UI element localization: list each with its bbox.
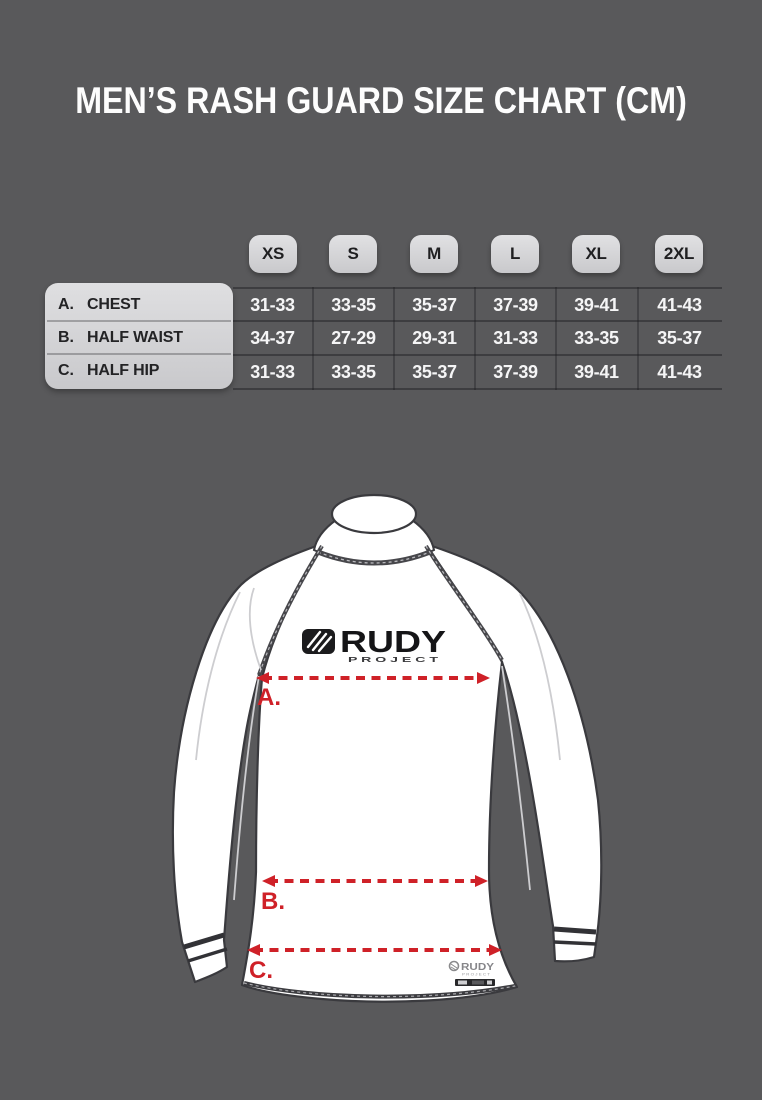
label-block-divider	[47, 353, 231, 355]
shirt-illustration: RUDY P R O J E C T RUDY P R O J E C T	[171, 493, 603, 1003]
measure-b-label: B.	[261, 888, 285, 915]
label-row-chest: A. CHEST	[45, 291, 233, 319]
measure-key-c: C.	[58, 362, 74, 379]
cell-half-waist-m: 29-31	[412, 328, 457, 348]
neck-opening	[330, 493, 418, 535]
measure-label-half-hip: HALF HIP	[87, 362, 160, 379]
cell-half-hip-l: 37-39	[493, 362, 538, 382]
arrow-head-right	[475, 875, 488, 887]
cell-chest-s: 33-35	[331, 295, 376, 315]
cell-half-hip-m: 35-37	[412, 362, 457, 382]
cell-half-waist-s: 27-29	[331, 328, 376, 348]
measure-c-label: C.	[249, 957, 273, 984]
brand-logo: RUDY P R O J E C T	[302, 624, 446, 664]
cell-chest-l: 37-39	[493, 295, 538, 315]
cell-half-waist-2xl: 35-37	[657, 328, 702, 348]
arrow-head-right	[489, 944, 502, 956]
label-block-divider	[47, 320, 231, 322]
page-title: MEN’S RASH GUARD SIZE CHART (CM)	[75, 80, 687, 121]
cell-half-waist-xs: 34-37	[250, 328, 295, 348]
brand-logo-text: RUDY	[340, 624, 446, 659]
column-divider	[474, 287, 476, 390]
rash-guard-diagram: RUDY P R O J E C T RUDY P R O J E C T	[171, 493, 603, 1003]
column-divider	[393, 287, 395, 390]
cell-half-waist-xl: 33-35	[574, 328, 619, 348]
arrow-head-left	[247, 944, 260, 956]
left-sleeve	[171, 542, 324, 984]
measurement-arrow-c: C.	[247, 944, 502, 984]
size-badge-l: L	[491, 235, 539, 273]
label-row-half-waist: B. HALF WAIST	[45, 324, 233, 352]
size-badge-s: S	[329, 235, 377, 273]
care-label-tag	[455, 979, 495, 986]
measurement-arrows: A. B. C.	[247, 672, 502, 984]
measurement-label-block: A. CHEST B. HALF WAIST C. HALF HIP	[45, 283, 233, 389]
right-sleeve	[424, 542, 603, 963]
measure-key-a: A.	[58, 296, 74, 313]
size-badge-2xl: 2XL	[655, 235, 703, 273]
cell-chest-m: 35-37	[412, 295, 457, 315]
size-badge-xs: XS	[249, 235, 297, 273]
measure-label-half-waist: HALF WAIST	[87, 329, 183, 346]
row-divider	[233, 287, 722, 289]
row-divider	[233, 388, 722, 390]
cell-half-hip-2xl: 41-43	[657, 362, 702, 382]
measurement-arrow-a: A.	[256, 672, 490, 711]
hem-logo-text: RUDY	[461, 961, 494, 973]
cell-chest-xs: 31-33	[250, 295, 295, 315]
measure-key-b: B.	[58, 329, 74, 346]
column-divider	[312, 287, 314, 390]
row-divider	[233, 320, 722, 322]
arrow-head-left	[262, 875, 275, 887]
cell-half-hip-s: 33-35	[331, 362, 376, 382]
hem-logo-icon	[448, 960, 460, 972]
size-badge-m: M	[410, 235, 458, 273]
measurement-arrow-b: B.	[261, 875, 488, 915]
size-badge-xl: XL	[572, 235, 620, 273]
brand-logo-subtext: P R O J E C T	[348, 655, 439, 664]
cuff-stripes	[183, 926, 597, 963]
cell-chest-2xl: 41-43	[657, 295, 702, 315]
measure-label-chest: CHEST	[87, 296, 141, 313]
measure-a-label: A.	[257, 684, 281, 711]
column-divider	[637, 287, 639, 390]
column-divider	[555, 287, 557, 390]
label-row-half-hip: C. HALF HIP	[45, 357, 233, 385]
stitch-seams	[243, 544, 516, 999]
arrow-head-right	[477, 672, 490, 684]
cell-half-hip-xs: 31-33	[250, 362, 295, 382]
hem-logo-subtext: P R O J E C T	[462, 973, 490, 977]
cell-chest-xl: 39-41	[574, 295, 619, 315]
row-divider	[233, 354, 722, 356]
fabric-wrinkles	[195, 587, 561, 901]
cell-half-hip-xl: 39-41	[574, 362, 619, 382]
arrow-head-left	[256, 672, 269, 684]
cell-half-waist-l: 31-33	[493, 328, 538, 348]
hem-logo: RUDY P R O J E C T	[448, 960, 495, 986]
